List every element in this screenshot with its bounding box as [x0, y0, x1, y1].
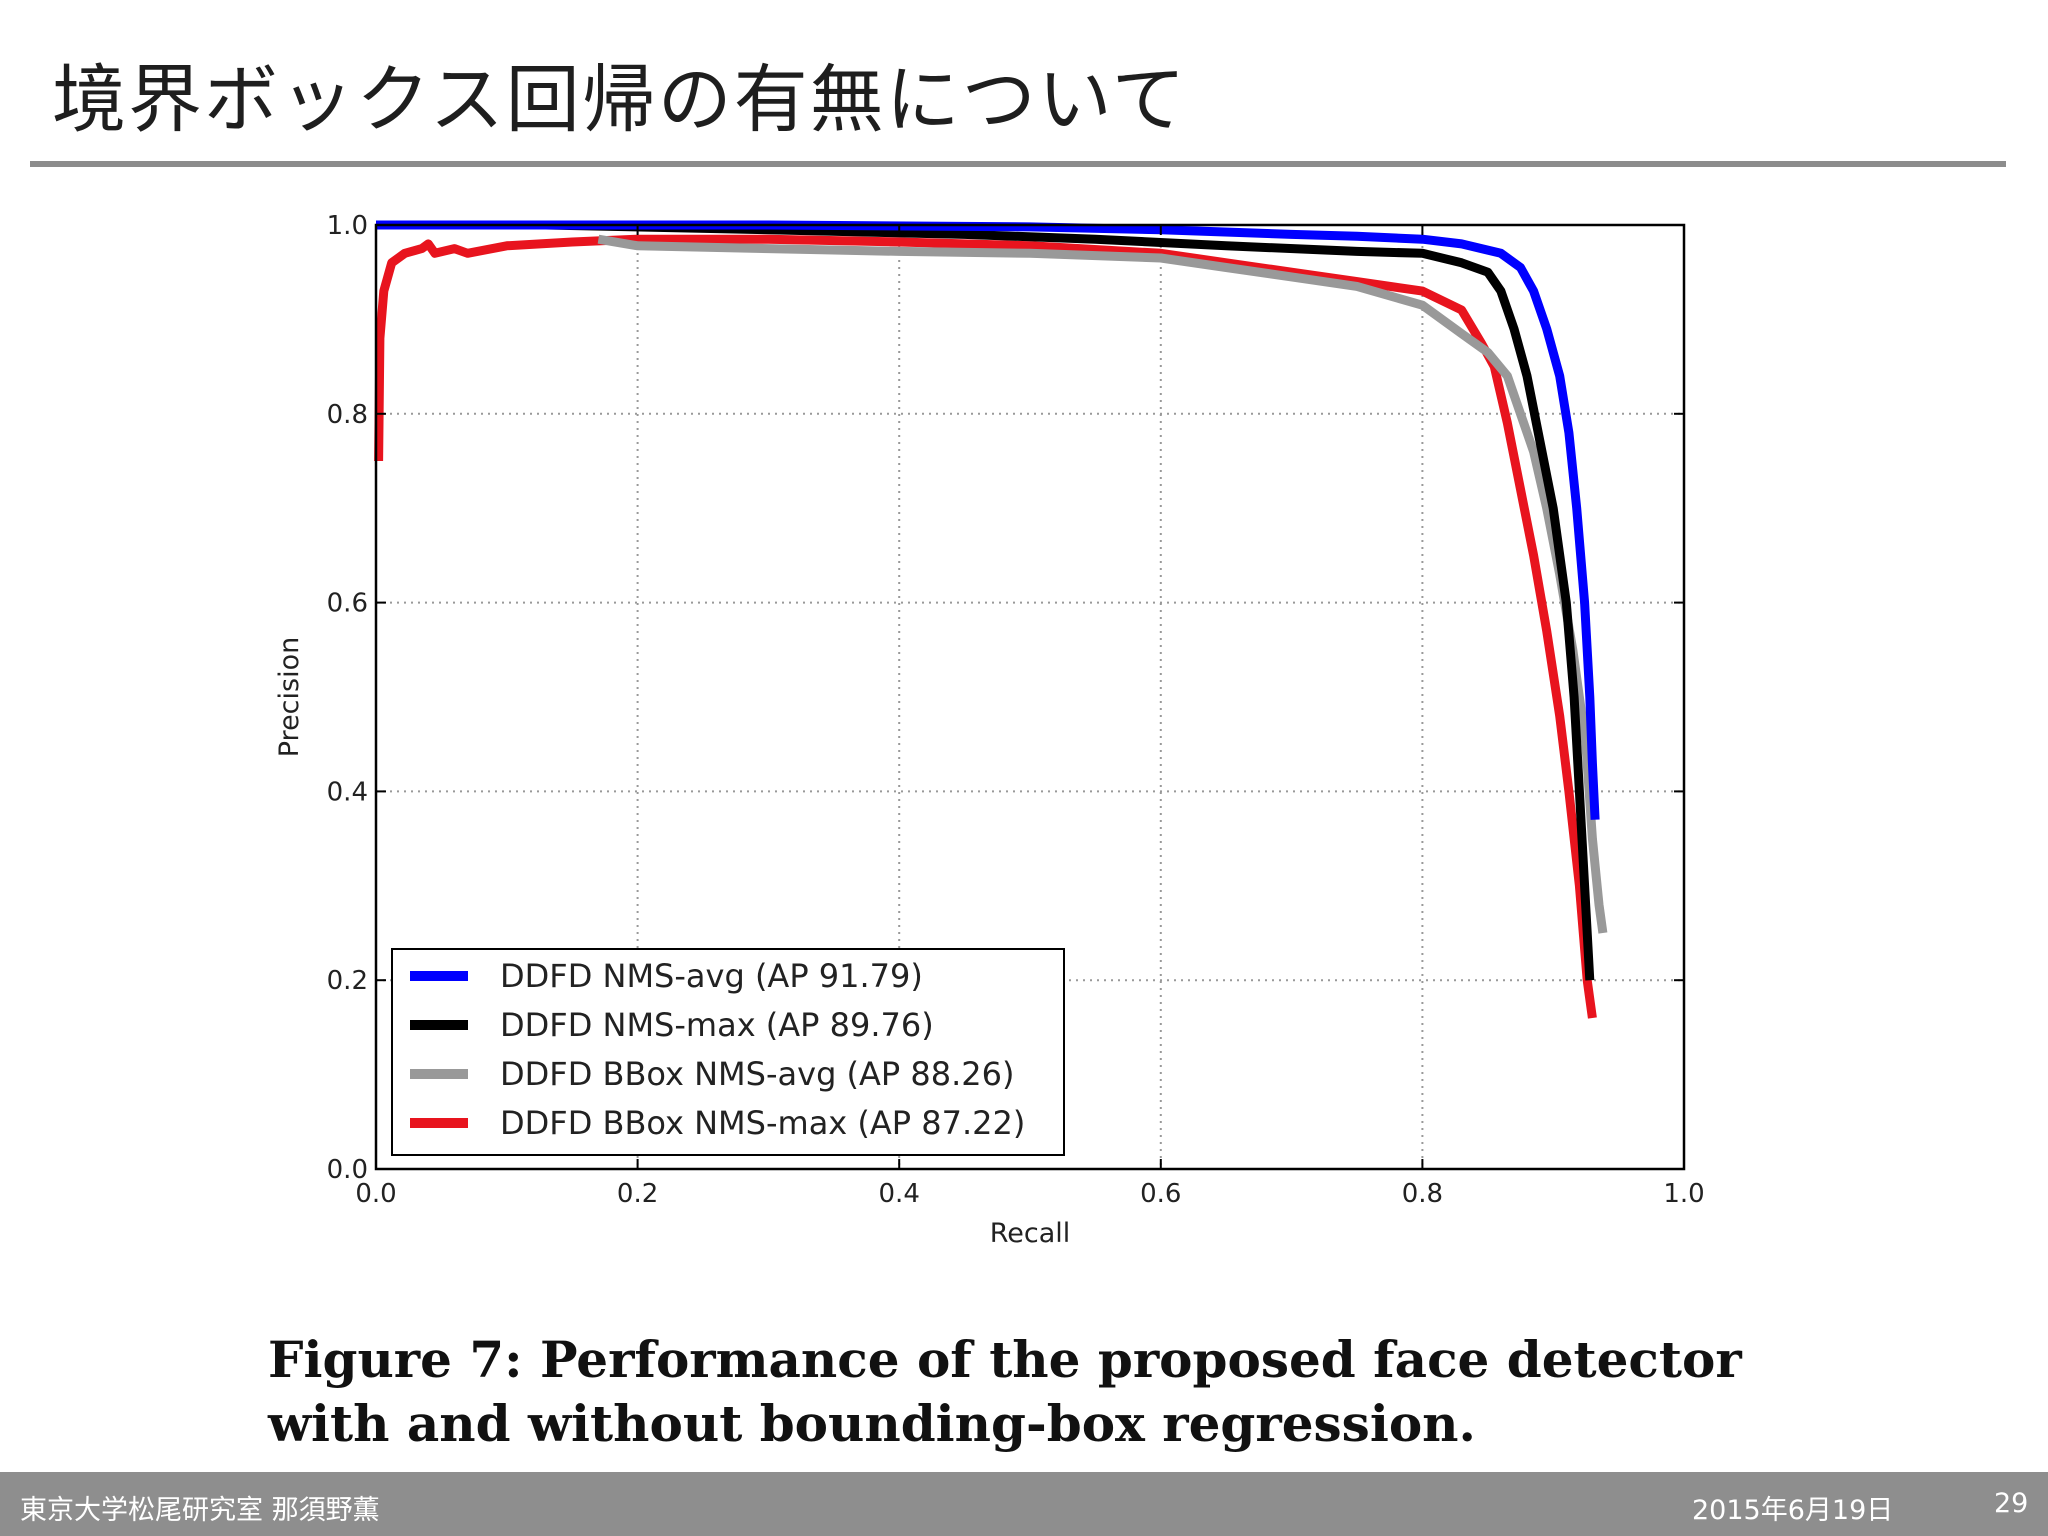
series-lines: [374, 220, 1608, 1019]
series-line-nms-avg: [376, 220, 1600, 820]
y-tick-label: 0.2: [327, 966, 368, 996]
y-tick-label: 1.0: [327, 211, 368, 241]
chart-legend: DDFD NMS-avg (AP 91.79) DDFD NMS-max (AP…: [391, 948, 1065, 1156]
x-tick-label: 0.0: [355, 1179, 396, 1209]
page-number: 29: [1994, 1488, 2029, 1519]
x-tick-label: 0.4: [879, 1179, 920, 1209]
caption-line-2: with and without bounding-box regression…: [268, 1394, 1476, 1453]
figure-caption: Figure 7: Performance of the proposed fa…: [268, 1328, 1768, 1456]
legend-label-nms-avg: DDFD NMS-avg (AP 91.79): [500, 957, 923, 995]
y-tick-label: 0.4: [327, 777, 368, 807]
slide-title: 境界ボックス回帰の有無について: [52, 57, 1188, 143]
footer-date: 2015年6月19日: [1692, 1495, 1894, 1526]
y-axis-label: Precision: [274, 637, 305, 757]
x-tick-label: 0.8: [1402, 1179, 1443, 1209]
legend-label-nms-max: DDFD NMS-max (AP 89.76): [500, 1006, 934, 1044]
y-tick-label: 0.0: [327, 1155, 368, 1185]
axis-ticks: 0.0 0.2 0.4 0.6 0.8 1.0 0.0 0.2 0.4 0.6 0.8 1.0: [327, 211, 1705, 1209]
footer-lab-author: 東京大学松尾研究室 那須野薫: [20, 1495, 380, 1526]
legend-label-bbox-nms-max: DDFD BBox NMS-max (AP 87.22): [500, 1104, 1025, 1142]
series-line-bbox-nms-max: [374, 234, 1597, 1019]
slide-footer: 東京大学松尾研究室 那須野薫 2015年6月19日 29: [0, 1472, 2048, 1536]
caption-line-1: Figure 7: Performance of the proposed fa…: [268, 1330, 1742, 1389]
legend-box: [391, 948, 1065, 1156]
title-divider: [30, 161, 2006, 167]
series-line-nms-max: [545, 220, 1595, 981]
x-tick-label: 1.0: [1663, 1179, 1704, 1209]
series-line-bbox-nms-avg: [597, 234, 1608, 934]
x-axis-label: Recall: [990, 1218, 1071, 1249]
y-tick-label: 0.6: [327, 589, 368, 619]
x-tick-label: 0.6: [1140, 1179, 1181, 1209]
precision-recall-chart: 0.0 0.2 0.4 0.6 0.8 1.0 0.0 0.2 0.4 0.6 0.8 1.0 Rec…: [274, 211, 1705, 1249]
y-tick-label: 0.8: [327, 400, 368, 430]
plot-frame: [374, 223, 1686, 1171]
x-tick-label: 0.2: [617, 1179, 658, 1209]
legend-label-bbox-nms-avg: DDFD BBox NMS-avg (AP 88.26): [500, 1055, 1014, 1093]
